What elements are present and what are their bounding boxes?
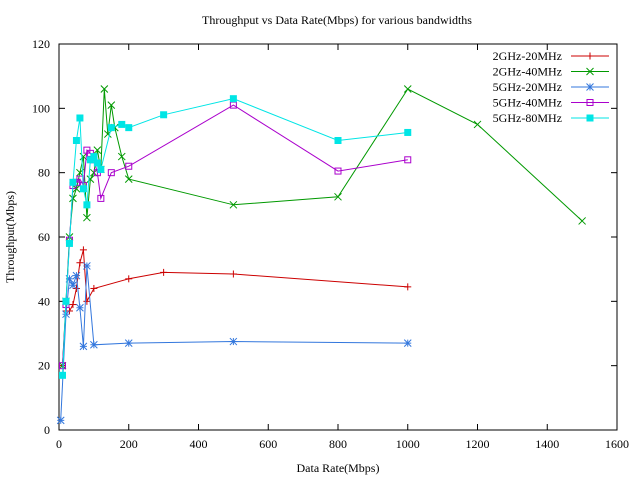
legend-marker-5ghz-40mhz xyxy=(586,99,594,106)
y-tick-label: 60 xyxy=(38,230,50,244)
data-point-5ghz-80mhz xyxy=(118,120,126,128)
data-point-2ghz-40mhz xyxy=(100,85,109,93)
data-point-2ghz-20mhz xyxy=(90,284,98,292)
data-point-5ghz-40mhz xyxy=(334,167,342,175)
data-point-5ghz-20mhz xyxy=(72,271,81,280)
data-point-5ghz-80mhz xyxy=(404,128,412,136)
data-point-2ghz-40mhz xyxy=(124,175,133,183)
data-point-2ghz-20mhz xyxy=(404,283,412,291)
data-point-2ghz-40mhz xyxy=(229,200,238,209)
series-line-2ghz-40mhz xyxy=(62,88,583,366)
data-point-5ghz-80mhz xyxy=(72,137,80,144)
y-tick-label: 120 xyxy=(32,37,50,51)
data-point-5ghz-80mhz xyxy=(229,95,237,103)
data-point-5ghz-80mhz xyxy=(107,124,115,132)
data-point-5ghz-80mhz xyxy=(79,185,87,193)
legend-marker-2ghz-40mhz xyxy=(586,67,594,76)
data-point-2ghz-20mhz xyxy=(79,246,87,254)
y-tick-label: 40 xyxy=(38,294,50,308)
y-tick-label: 0 xyxy=(44,423,50,437)
x-tick-label: 600 xyxy=(259,437,277,451)
data-point-5ghz-80mhz xyxy=(76,114,84,122)
data-point-2ghz-20mhz xyxy=(76,259,84,267)
data-point-5ghz-80mhz xyxy=(65,239,73,247)
data-point-2ghz-20mhz xyxy=(229,270,237,278)
legend-marker-5ghz-80mhz xyxy=(586,114,594,122)
series-line-5ghz-80mhz xyxy=(62,98,408,376)
data-point-5ghz-20mhz xyxy=(90,340,98,349)
series-line-5ghz-40mhz xyxy=(62,104,408,366)
y-tick-label: 100 xyxy=(32,101,50,115)
legend-label-5ghz-80mhz: 5GHz-80MHz xyxy=(493,111,562,125)
data-point-2ghz-20mhz xyxy=(69,301,77,309)
y-axis-label: Throughput(Mbps) xyxy=(3,191,17,283)
data-point-2ghz-40mhz xyxy=(578,217,586,225)
legend-label-5ghz-20mhz: 5GHz-20MHz xyxy=(493,80,562,94)
y-tick-label: 20 xyxy=(38,359,50,373)
data-point-5ghz-20mhz xyxy=(403,339,412,348)
x-tick-label: 200 xyxy=(120,437,138,451)
data-point-5ghz-20mhz xyxy=(76,303,84,312)
legend-label-5ghz-40mhz: 5GHz-40MHz xyxy=(493,96,562,110)
data-point-2ghz-20mhz xyxy=(125,275,133,283)
data-point-5ghz-20mhz xyxy=(69,281,77,290)
legend-label-2ghz-20mhz: 2GHz-20MHz xyxy=(493,49,562,63)
data-point-2ghz-20mhz xyxy=(83,297,91,305)
data-point-5ghz-80mhz xyxy=(83,201,91,209)
data-point-5ghz-40mhz xyxy=(404,156,412,164)
legend-label-2ghz-40mhz: 2GHz-40MHz xyxy=(493,65,562,79)
data-point-5ghz-20mhz xyxy=(229,337,238,346)
data-point-5ghz-80mhz xyxy=(69,178,77,186)
data-point-2ghz-40mhz xyxy=(403,85,412,93)
data-point-5ghz-80mhz xyxy=(93,159,101,167)
data-point-5ghz-80mhz xyxy=(58,371,66,379)
series-line-5ghz-20mhz xyxy=(60,265,408,421)
data-point-5ghz-80mhz xyxy=(62,297,70,305)
legend-marker-2ghz-20mhz xyxy=(586,52,594,60)
x-tick-label: 1000 xyxy=(396,437,420,451)
data-point-2ghz-40mhz xyxy=(334,192,342,201)
data-point-5ghz-40mhz xyxy=(97,194,105,202)
data-point-5ghz-40mhz xyxy=(125,162,133,170)
data-point-2ghz-40mhz xyxy=(86,175,95,183)
data-point-5ghz-80mhz xyxy=(334,137,342,144)
data-point-5ghz-20mhz xyxy=(56,416,65,425)
data-point-2ghz-40mhz xyxy=(473,120,482,129)
x-tick-label: 1400 xyxy=(535,437,559,451)
y-tick-label: 80 xyxy=(38,166,50,180)
data-point-2ghz-40mhz xyxy=(107,101,116,109)
x-tick-label: 800 xyxy=(329,437,347,451)
plot-area xyxy=(56,85,586,425)
x-axis-label: Data Rate(Mbps) xyxy=(297,461,380,475)
x-tick-label: 0 xyxy=(56,437,62,451)
data-point-2ghz-40mhz xyxy=(83,213,91,222)
data-point-2ghz-40mhz xyxy=(93,146,102,155)
data-point-5ghz-80mhz xyxy=(160,111,168,119)
chart-title: Throughput vs Data Rate(Mbps) for variou… xyxy=(202,13,472,27)
axes: 0 200 400 600 800 1000 1200 1400 1600 0 20 40 60 80 10… xyxy=(32,37,629,451)
data-point-5ghz-20mhz xyxy=(124,339,133,348)
data-point-5ghz-20mhz xyxy=(79,342,88,351)
x-tick-label: 400 xyxy=(190,437,208,451)
data-point-5ghz-80mhz xyxy=(97,165,105,173)
data-point-5ghz-80mhz xyxy=(125,124,133,132)
x-tick-label: 1600 xyxy=(605,437,629,451)
data-point-5ghz-40mhz xyxy=(107,169,115,177)
data-point-2ghz-20mhz xyxy=(160,268,168,276)
data-point-5ghz-20mhz xyxy=(83,262,91,270)
series-line-2ghz-20mhz xyxy=(62,249,408,366)
data-point-5ghz-80mhz xyxy=(90,153,98,161)
x-tick-label: 1200 xyxy=(466,437,490,451)
legend-marker-5ghz-20mhz xyxy=(586,83,594,91)
data-point-2ghz-40mhz xyxy=(117,152,126,161)
data-point-2ghz-40mhz xyxy=(69,194,77,203)
